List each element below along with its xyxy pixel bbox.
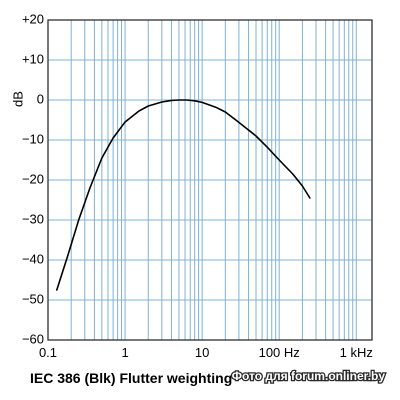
y-tick-labels: +20 +10 0 −10 −20 −30 −40 −50 −60 [22,11,44,346]
y-tick-label: −40 [22,251,44,266]
x-tick-label: 100 Hz [259,345,300,360]
x-tick-label: 0.1 [39,345,57,360]
plot-frame-rect [47,19,373,341]
y-tick-label: −60 [22,331,44,346]
y-tick-label: −50 [22,291,44,306]
y-tick-label: −30 [22,211,44,226]
grid [47,19,372,341]
y-tick-label: +20 [22,11,44,26]
x-tick-label: 1 [121,345,128,360]
y-tick-label: +10 [22,51,44,66]
y-tick-label: −20 [22,171,44,186]
series [55,99,311,291]
series-line [55,99,311,291]
chart-title: IEC 386 (Blk) Flutter weighting [30,370,232,386]
y-tick-label: −10 [22,131,44,146]
plot-frame [47,19,373,341]
x-tick-label: 10 [195,345,209,360]
x-tick-labels: 0.1 1 10 100 Hz 1 kHz [39,345,373,360]
watermark-text: Фото для forum.onliner.by [232,369,386,383]
x-tick-label: 1 kHz [340,345,373,360]
y-tick-label: 0 [37,91,44,106]
y-axis-label: dB [10,91,25,107]
